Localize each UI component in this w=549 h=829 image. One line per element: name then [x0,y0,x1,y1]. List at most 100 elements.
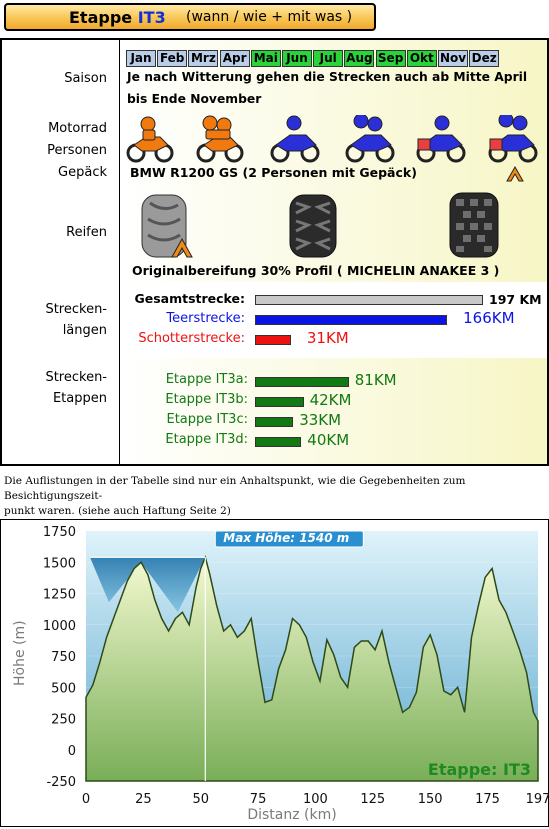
x-tick-label: 125 [360,792,385,807]
length-bar [255,295,483,305]
row-motorrad: Motorrad Personen Gepäck [2,113,547,188]
stage-label-2: Etappe IT3c: [166,412,249,427]
stage-label-0: Etappe IT3a: [165,372,248,387]
month-feb: Feb [157,50,188,67]
length-bar [255,315,448,325]
stage-label: Etappe: IT3 [428,760,531,779]
length-value: 166KM [463,309,515,327]
label-personen: Personen [47,143,107,158]
month-sep: Sep [375,50,406,67]
elevation-area [85,554,539,782]
x-tick-label: 0 [82,792,90,807]
motorcycle-2-riders-luggage-selected-icon [488,115,538,163]
motorrad-cell: BMW R1200 GS (2 Personen mit Gepäck) [120,113,547,187]
y-tick-label: 1000 [43,619,76,634]
label-motorrad: Motorrad [48,121,107,136]
streckenlaengen-cell: Gesamtstrecke: 197 KM Teerstrecke: 166KM Sch… [120,282,547,358]
stage-bar [255,397,304,407]
y-tick-label: -250 [46,775,76,790]
motorcycle-caption: BMW R1200 GS (2 Personen mit Gepäck) [130,165,417,180]
month-jan: Jan [126,50,156,67]
motorcycle-2-riders-orange-icon [196,115,244,163]
x-tick-label: 50 [192,792,209,807]
tire-enduro-icon [289,194,337,258]
y-tick-label: 1500 [43,556,76,571]
y-tick-label: 250 [51,713,76,728]
length-value: 31KM [306,329,349,347]
annotation-text: Max Höhe: 1540 m [223,531,349,545]
saison-note-line1: Je nach Witterung gehen die Strecken auc… [127,70,528,84]
y-axis-label: Höhe (m) [12,620,28,686]
row-reifen: Reifen [2,187,547,283]
x-tick-label: 25 [135,792,152,807]
length-value: 197 KM [489,292,542,307]
stage-value: 33KM [299,411,342,429]
month-aug: Aug [344,50,375,67]
motorcycle-2-riders-blue-icon [345,115,395,163]
x-tick-label: 100 [303,792,328,807]
y-axis-ticks: -250 0 250 500 750 1000 1250 1500 1750 [43,525,76,790]
row-label-streckenlaengen: Strecken- längen [2,282,120,358]
x-axis-label: Distanz (km) [247,807,336,823]
row-etappen: Strecken- Etappen Etappe IT3a: 81KM Etappe… [2,358,547,464]
row-label-etappen: Strecken- Etappen [2,358,120,464]
label-reifen: Reifen [66,225,107,240]
stage-bar [255,417,294,427]
reifen-cell: Originalbereifung 30% Profil ( MICHELIN … [120,187,547,282]
label-strecken-2: Strecken- [45,370,107,385]
x-tick-label: 197 [526,792,549,807]
stage-code: IT3 [137,8,166,27]
length-label: Gesamtstrecke: [134,291,245,306]
row-label-motorrad: Motorrad Personen Gepäck [2,113,120,187]
label-gepaeck: Gepäck [58,165,107,180]
tire-icons [141,192,499,258]
month-dez: Dez [469,50,500,67]
motorcycle-1-rider-orange-icon [126,116,174,163]
x-axis-ticks: 0 25 50 75 100 125 150 175 197 [82,792,549,807]
saison-note-line2: bis Ende November [127,92,262,106]
stage-value: 40KM [307,431,350,449]
month-jun: Jun [282,50,312,67]
label-laengen: längen [62,323,107,338]
length-label: Teerstrecke: [166,311,245,326]
stage-info-table: Saison Jan Feb Mrz Apr Mai Jun Jul Aug Sep Okt Nov… [0,38,549,466]
stage-subtitle: (wann / wie + mit was ) [186,9,353,25]
y-tick-label: 0 [68,744,76,759]
y-tick-label: 1250 [43,588,76,603]
row-saison: Saison Jan Feb Mrz Apr Mai Jun Jul Aug Sep Okt Nov… [2,40,547,114]
x-tick-label: 175 [475,792,500,807]
y-tick-label: 500 [51,681,76,696]
month-mai: Mai [250,50,281,67]
motorcycle-icons [126,115,538,163]
length-bar [255,335,291,345]
month-okt: Okt [406,50,437,67]
stage-bar [255,377,349,387]
month-jul: Jul [313,50,344,67]
max-height-annotation: Max Höhe: 1540 m [214,530,364,548]
tire-road-selected-icon [141,194,193,258]
stage-label-3: Etappe IT3d: [165,432,248,447]
stage-value: 42KM [309,391,352,409]
disclaimer-line2: punkt waren. (siehe auch Haftung Seite 2… [4,505,231,517]
stage-title-banner: Etappe IT3 (wann / wie + mit was ) [4,3,376,31]
month-apr: Apr [219,50,250,67]
stage-label-1: Etappe IT3b: [165,392,248,407]
x-tick-label: 150 [418,792,443,807]
label-saison: Saison [64,71,107,86]
row-streckenlaengen: Strecken- längen Gesamtstrecke: 197 KM Tee… [2,282,547,359]
y-tick-label: 750 [51,650,76,665]
length-label: Schotterstrecke: [138,331,245,346]
stage-bar [255,437,302,447]
motorcycle-1-rider-blue-icon [270,115,320,163]
label-etappen: Etappen [52,391,107,406]
stage-title-prefix: Etappe [69,8,133,27]
max-height-highlight [90,557,206,613]
annotation-box [214,530,364,548]
elevation-profile-chart: Max Höhe: 1540 m -2500250500750100012501… [0,519,549,827]
motorcycle-1-rider-luggage-icon [416,115,466,163]
tire-caption: Originalbereifung 30% Profil ( MICHELIN … [132,263,500,278]
y-tick-label: 1750 [43,525,76,540]
stage-value: 81KM [354,371,397,389]
disclaimer-line1: Die Auflistungen in der Tabelle sind nur… [4,475,466,502]
label-strecken: Strecken- [45,302,107,317]
